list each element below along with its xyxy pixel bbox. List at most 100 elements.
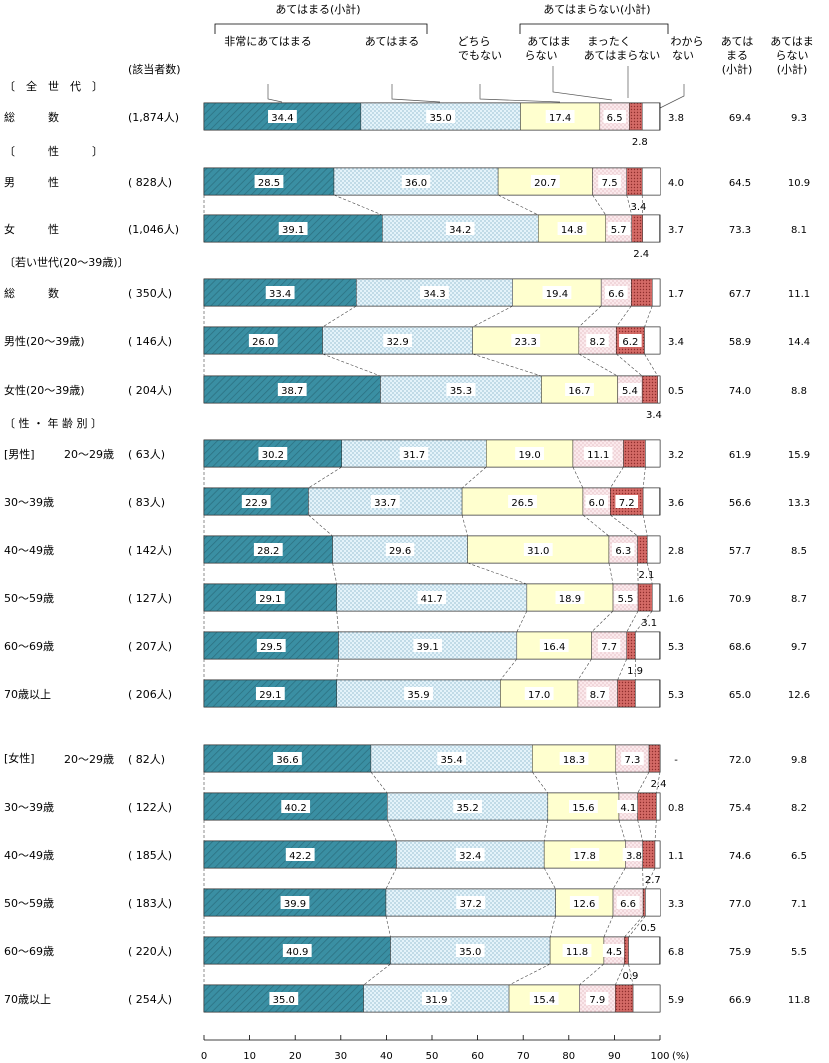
bar-segment xyxy=(631,278,653,307)
bar-segment xyxy=(637,535,648,564)
header-col-sum-not-1: あてはま xyxy=(770,35,814,48)
bar-value-bg xyxy=(455,848,485,861)
bar-value-label: 36.0 xyxy=(405,178,427,189)
connector-line xyxy=(642,514,648,537)
axis-unit: (%) xyxy=(672,1051,689,1062)
header-col-very: 非常にあてはまる xyxy=(224,35,312,48)
bar-value-label: 31.7 xyxy=(403,450,425,461)
bar-value-bg xyxy=(455,944,485,957)
bar-value-label: 37.2 xyxy=(460,899,482,910)
bar-value-bg xyxy=(619,334,642,347)
bar-value-label: 18.3 xyxy=(563,755,585,766)
bar-row: 男 性 ( 828人) 28.5 36.0 20.7 7.5 3.4 4.0 64.5 10.9 xyxy=(4,167,810,213)
bar-row: 40～49歳 ( 142人) 28.2 29.6 31.0 6.3 2.1 2.8 57.7 8.… xyxy=(4,535,807,581)
row-label: 30～39歳 xyxy=(4,801,54,814)
bar-segment xyxy=(637,583,653,612)
bar-value-label: 29.5 xyxy=(260,642,282,653)
never-value-label: 0.9 xyxy=(623,971,639,982)
dunno-value-label: 6.8 xyxy=(668,947,684,958)
connector-line xyxy=(617,658,627,681)
bar-row: 20～29歳 ( 63人) 30.2 31.7 19.0 11.1 3.2 61.9 15.9 xyxy=(64,439,810,468)
bar-value-label: 34.3 xyxy=(423,289,445,300)
connector-line xyxy=(579,963,605,986)
row-label: 50～59歳 xyxy=(4,897,54,910)
bar-value-bg xyxy=(607,222,631,235)
dunno-value-label: 0.8 xyxy=(668,803,684,814)
row-label: 女性(20～39歳) xyxy=(4,383,85,397)
row-label: 女 性 xyxy=(4,222,59,236)
header-group-apply-bracket xyxy=(214,23,428,34)
bar-segment xyxy=(203,631,339,660)
bar-value-label: 12.6 xyxy=(573,899,595,910)
bar-value-label: 5.4 xyxy=(622,386,638,397)
bar-value-label: 40.9 xyxy=(286,947,308,958)
bar-value-bg xyxy=(583,447,613,460)
bar-row: 30～39歳 ( 83人) 22.9 33.7 26.5 6.0 7.2 3.6 56.6 13.… xyxy=(4,487,810,516)
dunno-value-label: 3.2 xyxy=(668,450,684,461)
bar-segment xyxy=(626,167,643,196)
row-count: ( 82人) xyxy=(128,753,165,766)
row-count: ( 207人) xyxy=(128,640,172,653)
bar-value-label: 11.1 xyxy=(587,450,609,461)
bar-value-label: 30.2 xyxy=(262,450,284,461)
bar-segment xyxy=(632,984,661,1013)
row-count: ( 828人) xyxy=(128,176,172,189)
connector-line xyxy=(516,610,528,633)
connector-line xyxy=(336,610,339,633)
bar-segment xyxy=(645,888,661,917)
subtotal-not: 8.1 xyxy=(791,225,807,236)
row-count: (1,874人) xyxy=(128,111,179,124)
bar-value-label: 19.0 xyxy=(518,450,540,461)
bar-value-label: 22.9 xyxy=(245,498,267,509)
bar-value-bg xyxy=(530,175,560,188)
bar-segment xyxy=(657,375,661,404)
bar-value-bg xyxy=(615,495,639,508)
connector-line xyxy=(572,466,584,489)
subtotal-apply: 68.6 xyxy=(729,642,751,653)
bar-value-bg xyxy=(254,175,284,188)
bar-value-label: 6.2 xyxy=(622,337,638,348)
connector-line xyxy=(646,562,653,585)
bar-segment xyxy=(642,487,660,516)
bar-segment xyxy=(651,278,661,307)
subtotal-not: 13.3 xyxy=(788,498,810,509)
connector-line xyxy=(370,771,388,794)
bar-value-label: 4.5 xyxy=(606,947,622,958)
bar-value-bg xyxy=(545,110,575,123)
bar-value-bg xyxy=(568,800,598,813)
subtotal-not: 7.1 xyxy=(791,899,807,910)
bar-value-bg xyxy=(539,639,569,652)
connector-line xyxy=(642,466,646,489)
connector-line xyxy=(385,915,391,938)
never-value-label: 1.9 xyxy=(627,666,643,677)
connector-line xyxy=(656,771,661,794)
bar-value-label: 35.4 xyxy=(440,755,462,766)
bar-value-label: 29.6 xyxy=(389,546,411,557)
section-label: 〔 性 ・ 年 齢 別 〕 xyxy=(4,416,102,430)
row-label: 40～49歳 xyxy=(4,544,54,557)
connector-line xyxy=(543,819,549,842)
bar-segment xyxy=(656,792,661,821)
header-pointer-dunno xyxy=(659,84,685,109)
header-col-neither-1: どちら xyxy=(458,35,491,48)
never-value-label: 0.5 xyxy=(640,923,656,934)
header-col-never-1: まったく xyxy=(587,35,631,48)
row-count: ( 183人) xyxy=(128,897,172,910)
bar-row: 総 数 (1,874人) 34.4 35.0 17.4 6.5 2.8 3.8 69.4 9.3 xyxy=(4,102,807,148)
bar-value-bg xyxy=(253,543,283,556)
bar-row: 60～69歳 ( 207人) 29.5 39.1 16.4 7.7 1.9 5.3 68.6 9.… xyxy=(4,631,807,677)
connector-line xyxy=(508,963,551,986)
connectors-layer xyxy=(203,194,661,986)
bar-segment xyxy=(642,888,646,917)
connector-line xyxy=(645,867,656,890)
connector-line xyxy=(644,305,653,328)
connector-line xyxy=(592,194,606,216)
row-label: 男性(20～39歳) xyxy=(4,334,85,348)
bar-value-label: 26.5 xyxy=(511,498,533,509)
bar-segment xyxy=(532,744,617,773)
connector-line xyxy=(532,771,549,794)
bar-value-label: 39.1 xyxy=(282,225,304,236)
bar-segment xyxy=(646,535,661,564)
x-tick-label: 100 xyxy=(650,1051,669,1062)
bar-segment xyxy=(635,679,660,708)
